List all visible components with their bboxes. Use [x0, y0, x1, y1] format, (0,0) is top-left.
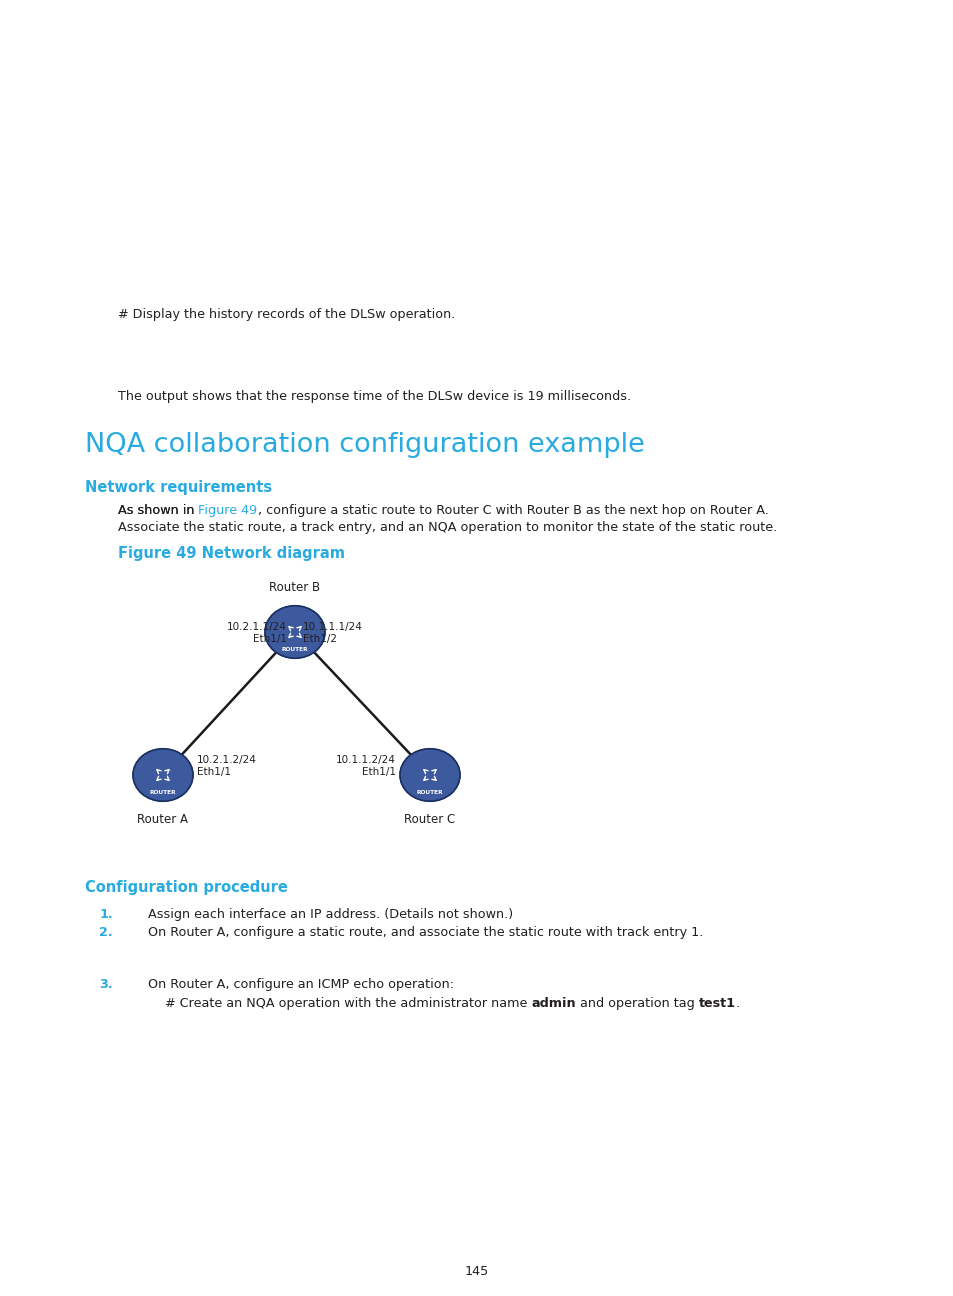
Text: # Display the history records of the DLSw operation.: # Display the history records of the DLS… [118, 308, 455, 321]
Text: Figure 49 Network diagram: Figure 49 Network diagram [118, 546, 345, 561]
Text: , configure a static route to Router C with Router B as the next hop on Router A: , configure a static route to Router C w… [257, 504, 768, 517]
Text: 10.2.1.1/24: 10.2.1.1/24 [227, 622, 287, 632]
Text: Router B: Router B [269, 581, 320, 594]
Text: NQA collaboration configuration example: NQA collaboration configuration example [85, 432, 644, 457]
Text: # Create an NQA operation with the administrator name: # Create an NQA operation with the admin… [165, 997, 531, 1010]
Text: 10.1.1.2/24: 10.1.1.2/24 [335, 756, 395, 765]
Text: 10.2.1.2/24: 10.2.1.2/24 [196, 756, 256, 765]
Text: 145: 145 [464, 1265, 489, 1278]
Text: As shown in: As shown in [118, 504, 198, 517]
Text: Figure 49: Figure 49 [198, 504, 257, 517]
Text: 1.: 1. [99, 908, 112, 921]
Text: and operation tag: and operation tag [576, 997, 698, 1010]
Text: ROUTER: ROUTER [281, 647, 308, 652]
Text: test1: test1 [698, 997, 735, 1010]
Text: 10.1.1.1/24: 10.1.1.1/24 [303, 622, 362, 632]
Text: Eth1/1: Eth1/1 [361, 767, 395, 778]
Text: Assign each interface an IP address. (Details not shown.): Assign each interface an IP address. (De… [148, 908, 513, 921]
Text: As shown in: As shown in [118, 504, 198, 517]
Text: Router A: Router A [137, 813, 189, 826]
Text: ROUTER: ROUTER [416, 789, 443, 794]
Ellipse shape [399, 749, 459, 801]
Text: Eth1/2: Eth1/2 [303, 634, 336, 644]
Text: Router C: Router C [404, 813, 456, 826]
Text: Eth1/1: Eth1/1 [196, 767, 231, 778]
Text: On Router A, configure a static route, and associate the static route with track: On Router A, configure a static route, a… [148, 927, 702, 940]
Text: On Router A, configure an ICMP echo operation:: On Router A, configure an ICMP echo oper… [148, 978, 454, 991]
Text: .: . [735, 997, 740, 1010]
Text: Eth1/1: Eth1/1 [253, 634, 287, 644]
Ellipse shape [132, 749, 193, 801]
Text: 2.: 2. [99, 927, 112, 940]
Text: admin: admin [531, 997, 576, 1010]
Ellipse shape [265, 605, 325, 658]
Text: Configuration procedure: Configuration procedure [85, 880, 288, 896]
Text: Associate the static route, a track entry, and an NQA operation to monitor the s: Associate the static route, a track entr… [118, 521, 777, 534]
Text: The output shows that the response time of the DLSw device is 19 milliseconds.: The output shows that the response time … [118, 390, 631, 403]
Text: Network requirements: Network requirements [85, 480, 272, 495]
Text: 3.: 3. [99, 978, 112, 991]
Text: ROUTER: ROUTER [150, 789, 176, 794]
